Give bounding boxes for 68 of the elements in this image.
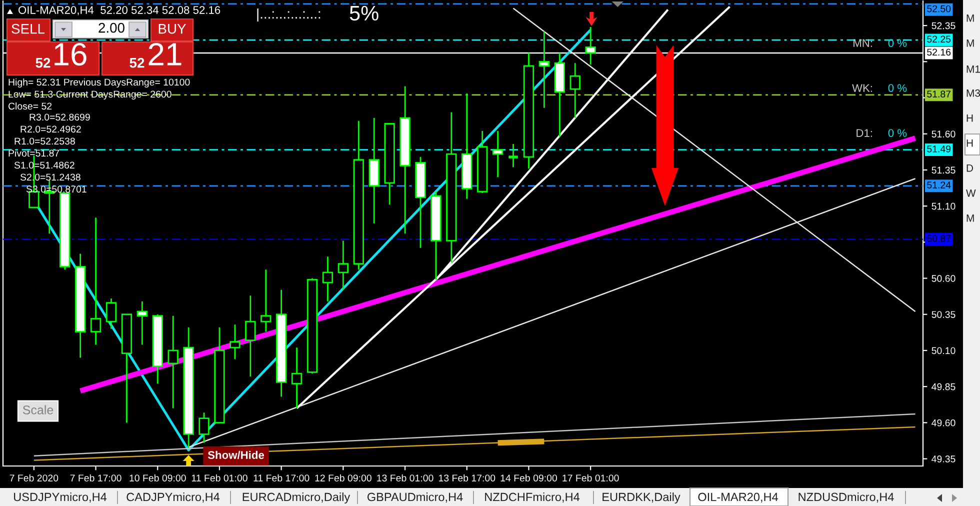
annotation: MN: xyxy=(854,39,872,47)
text: H xyxy=(966,140,973,147)
text: GBPAUDmicro,H4 xyxy=(367,492,463,503)
text: W xyxy=(966,190,976,197)
x-tick-label: 13 Feb 17:00 xyxy=(438,474,496,482)
annotation: Scale xyxy=(22,405,54,414)
x-tick-label: 14 Feb 09:00 xyxy=(500,474,557,482)
ref-line-label: 52.25 xyxy=(927,36,951,43)
x-tick-label: 13 Feb 01:00 xyxy=(377,474,434,482)
text: OIL-MAR20,H4 xyxy=(698,492,778,503)
text: EURDKK,Daily xyxy=(602,492,680,504)
annotation: 0 % xyxy=(888,129,907,137)
text: EURCADmicro,Daily xyxy=(242,492,350,504)
annotation: |...:...:...:...: xyxy=(257,8,320,22)
annotation: 0 % xyxy=(888,39,907,47)
text: M3 xyxy=(966,89,980,97)
y-tick-label: 49.35 xyxy=(932,456,956,462)
x-tick-label: 12 Feb 09:00 xyxy=(315,474,372,482)
annotation: Show/Hide xyxy=(208,450,264,460)
x-tick-label: 11 Feb 17:00 xyxy=(254,474,310,482)
annotation: SELL xyxy=(12,24,45,34)
text: M xyxy=(966,40,974,47)
x-tick-label: 11 Feb 01:00 xyxy=(192,474,248,482)
chart-title: OIL-MAR20,H4 52.20 52.34 52.08 52.16 xyxy=(18,6,220,16)
annotation: High= 52.31 Previous DaysRange= 10100 xyxy=(8,78,190,88)
text: CADJPYmicro,H4 xyxy=(126,492,220,503)
x-tick-label: 7 Feb 17:00 xyxy=(70,474,122,482)
ref-line-label: 51.24 xyxy=(927,182,951,188)
y-tick-label: 50.10 xyxy=(932,347,956,354)
y-tick-label: 51.60 xyxy=(932,130,956,138)
y-tick-label: 49.85 xyxy=(932,383,956,390)
annotation: 52 xyxy=(130,58,144,68)
text: H xyxy=(966,114,973,122)
text: NZDUSDmicro,H4 xyxy=(798,492,894,503)
text: M xyxy=(966,214,974,222)
y-tick-label: 51.35 xyxy=(932,166,956,174)
text: M1 xyxy=(966,66,980,73)
annotation: 21 xyxy=(148,42,182,66)
annotation: WK: xyxy=(852,84,872,92)
annotation: BUY xyxy=(158,24,186,34)
annotation: 5% xyxy=(350,6,378,21)
annotation: 2.00 xyxy=(98,22,124,33)
x-tick-label: 10 Feb 09:00 xyxy=(130,474,186,482)
annotation: D1: xyxy=(856,129,872,137)
x-tick-label: 17 Feb 01:00 xyxy=(562,474,619,482)
annotation: R3.0=52.8699 xyxy=(30,114,90,121)
text: NZDCHFmicro,H4 xyxy=(485,492,580,503)
y-tick-label: 50.35 xyxy=(932,311,956,318)
y-tick-label: 50.60 xyxy=(932,275,956,282)
text: USDJPYmicro,H4 xyxy=(14,492,107,503)
annotation: R2.0=52.4962 xyxy=(20,126,81,133)
text: D xyxy=(966,164,974,172)
annotation: 0 % xyxy=(888,84,907,92)
text: M xyxy=(966,14,974,22)
y-tick-label: 51.10 xyxy=(932,202,956,210)
y-tick-label: 49.60 xyxy=(932,419,956,426)
ref-line-label: 51.87 xyxy=(927,90,951,98)
annotation: 16 xyxy=(54,42,86,66)
ref-line-label: 52.16 xyxy=(927,48,951,56)
ref-line-label: 51.49 xyxy=(927,145,951,152)
annotation: Close= 52 xyxy=(8,102,52,110)
annotation: 52 xyxy=(36,58,50,68)
ref-line-label: 50.87 xyxy=(927,235,951,242)
ref-line-label: 52.50 xyxy=(927,5,951,12)
annotation: Pivot=51.87 xyxy=(8,149,60,157)
x-tick-label: 7 Feb 2020 xyxy=(10,474,58,482)
y-tick-label: 52.35 xyxy=(932,22,956,30)
annotation: R1.0=52.2538 xyxy=(14,138,75,145)
